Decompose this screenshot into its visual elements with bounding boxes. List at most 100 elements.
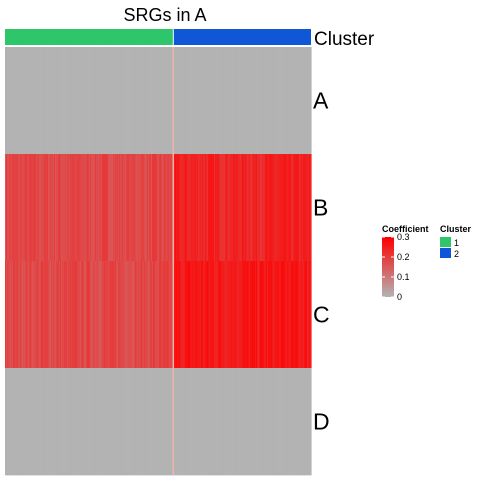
- heatmap-cell: [71, 47, 73, 155]
- heatmap-cell: [185, 47, 188, 155]
- heatmap-cell: [201, 154, 204, 262]
- heatmap-cell: [168, 261, 170, 369]
- heatmap-cell: [33, 154, 36, 262]
- heatmap-cell: [161, 368, 163, 476]
- heatmap-cell: [277, 47, 279, 155]
- heatmap-cell: [123, 154, 125, 262]
- heatmap-cell: [73, 154, 75, 262]
- heatmap-cell: [220, 261, 222, 369]
- heatmap-cell: [254, 368, 257, 476]
- heatmap-cell: [92, 47, 95, 155]
- heatmap-cell: [309, 154, 312, 262]
- heatmap-cell: [90, 261, 93, 369]
- heatmap-cell: [230, 368, 233, 476]
- heatmap-cell: [180, 368, 183, 476]
- heatmap-cell: [105, 154, 108, 262]
- heatmap-cell: [17, 368, 19, 476]
- heatmap-cell: [271, 154, 273, 262]
- heatmap-cell: [113, 47, 115, 155]
- heatmap-cell: [38, 47, 41, 155]
- heatmap-cell: [7, 261, 9, 369]
- heatmap-cell: [103, 154, 106, 262]
- heatmap-cell: [69, 154, 71, 262]
- heatmap-cell: [108, 47, 110, 155]
- heatmap-cell: [181, 154, 184, 262]
- heatmap-cell: [104, 368, 107, 476]
- heatmap-cell: [211, 261, 213, 369]
- heatmap-cell: [73, 47, 75, 155]
- heatmap-cell: [178, 261, 181, 369]
- heatmap-cell: [80, 261, 83, 369]
- heatmap-cell: [199, 261, 202, 369]
- heatmap-cell: [240, 368, 243, 476]
- heatmap-cell: [95, 154, 98, 262]
- heatmap-cell: [183, 47, 186, 155]
- heatmap-cell: [12, 154, 14, 262]
- heatmap-cell: [209, 154, 211, 262]
- heatmap-cell: [100, 261, 103, 369]
- heatmap-cell: [108, 368, 110, 476]
- heatmap-cell: [31, 47, 34, 155]
- heatmap-cell: [114, 154, 116, 262]
- heatmap-cell: [122, 47, 124, 155]
- heatmap-cell: [220, 154, 222, 262]
- heatmap-cell: [278, 47, 280, 155]
- heatmap-cell: [57, 368, 59, 476]
- heatmap-cell: [121, 261, 123, 369]
- heatmap-cell: [13, 47, 15, 155]
- heatmap-cell: [234, 154, 237, 262]
- heatmap-cell: [133, 47, 136, 155]
- heatmap-cell: [33, 47, 36, 155]
- heatmap-cell: [252, 261, 255, 369]
- heatmap-cell: [257, 368, 260, 476]
- heatmap-cell: [80, 154, 83, 262]
- heatmap-cell: [150, 154, 153, 262]
- heatmap-cell: [70, 368, 72, 476]
- heatmap-cell: [213, 47, 215, 155]
- heatmap-cell: [87, 47, 90, 155]
- heatmap-cell: [24, 154, 26, 262]
- heatmap-cell: [147, 47, 150, 155]
- heatmap-cell: [127, 154, 130, 262]
- heatmap-cell: [11, 368, 13, 476]
- heatmap-cell: [17, 47, 19, 155]
- heatmap-cell: [215, 154, 217, 262]
- heatmap-cell: [122, 261, 124, 369]
- heatmap-cell: [62, 261, 64, 369]
- heatmap-cell: [273, 261, 275, 369]
- heatmap-cell: [158, 47, 160, 155]
- heatmap-cell: [243, 261, 246, 369]
- heatmap-cell: [9, 47, 11, 155]
- heatmap-cell: [207, 368, 210, 476]
- heatmap-cell: [150, 261, 153, 369]
- heatmap-cell: [87, 368, 90, 476]
- heatmap-cell: [292, 154, 295, 262]
- heatmap-cell: [71, 154, 73, 262]
- heatmap-cell: [76, 368, 79, 476]
- heatmap-cell: [306, 261, 309, 369]
- heatmap-cell: [177, 261, 179, 369]
- heatmap-cell: [28, 368, 31, 476]
- heatmap-cell: [63, 154, 65, 262]
- heatmap-cell: [9, 368, 11, 476]
- heatmap-cell: [173, 154, 175, 262]
- heatmap-cell: [232, 47, 235, 155]
- heatmap-cell: [262, 154, 264, 262]
- heatmap-cell: [197, 154, 200, 262]
- heatmap-cell: [145, 154, 148, 262]
- heatmap-cell: [295, 154, 298, 262]
- heatmap-cell: [86, 47, 89, 155]
- heatmap-cell: [153, 261, 156, 369]
- heatmap-cell: [23, 47, 25, 155]
- heatmap-cell: [132, 261, 135, 369]
- heatmap-cell: [30, 47, 33, 155]
- heatmap-cell: [64, 261, 66, 369]
- heatmap-cell: [241, 261, 244, 369]
- heatmap-cell: [137, 154, 140, 262]
- heatmap-cell: [84, 261, 87, 369]
- heatmap-cell: [168, 368, 170, 476]
- heatmap-cell: [217, 368, 219, 476]
- heatmap-cell: [47, 368, 50, 476]
- heatmap-cell: [297, 261, 300, 369]
